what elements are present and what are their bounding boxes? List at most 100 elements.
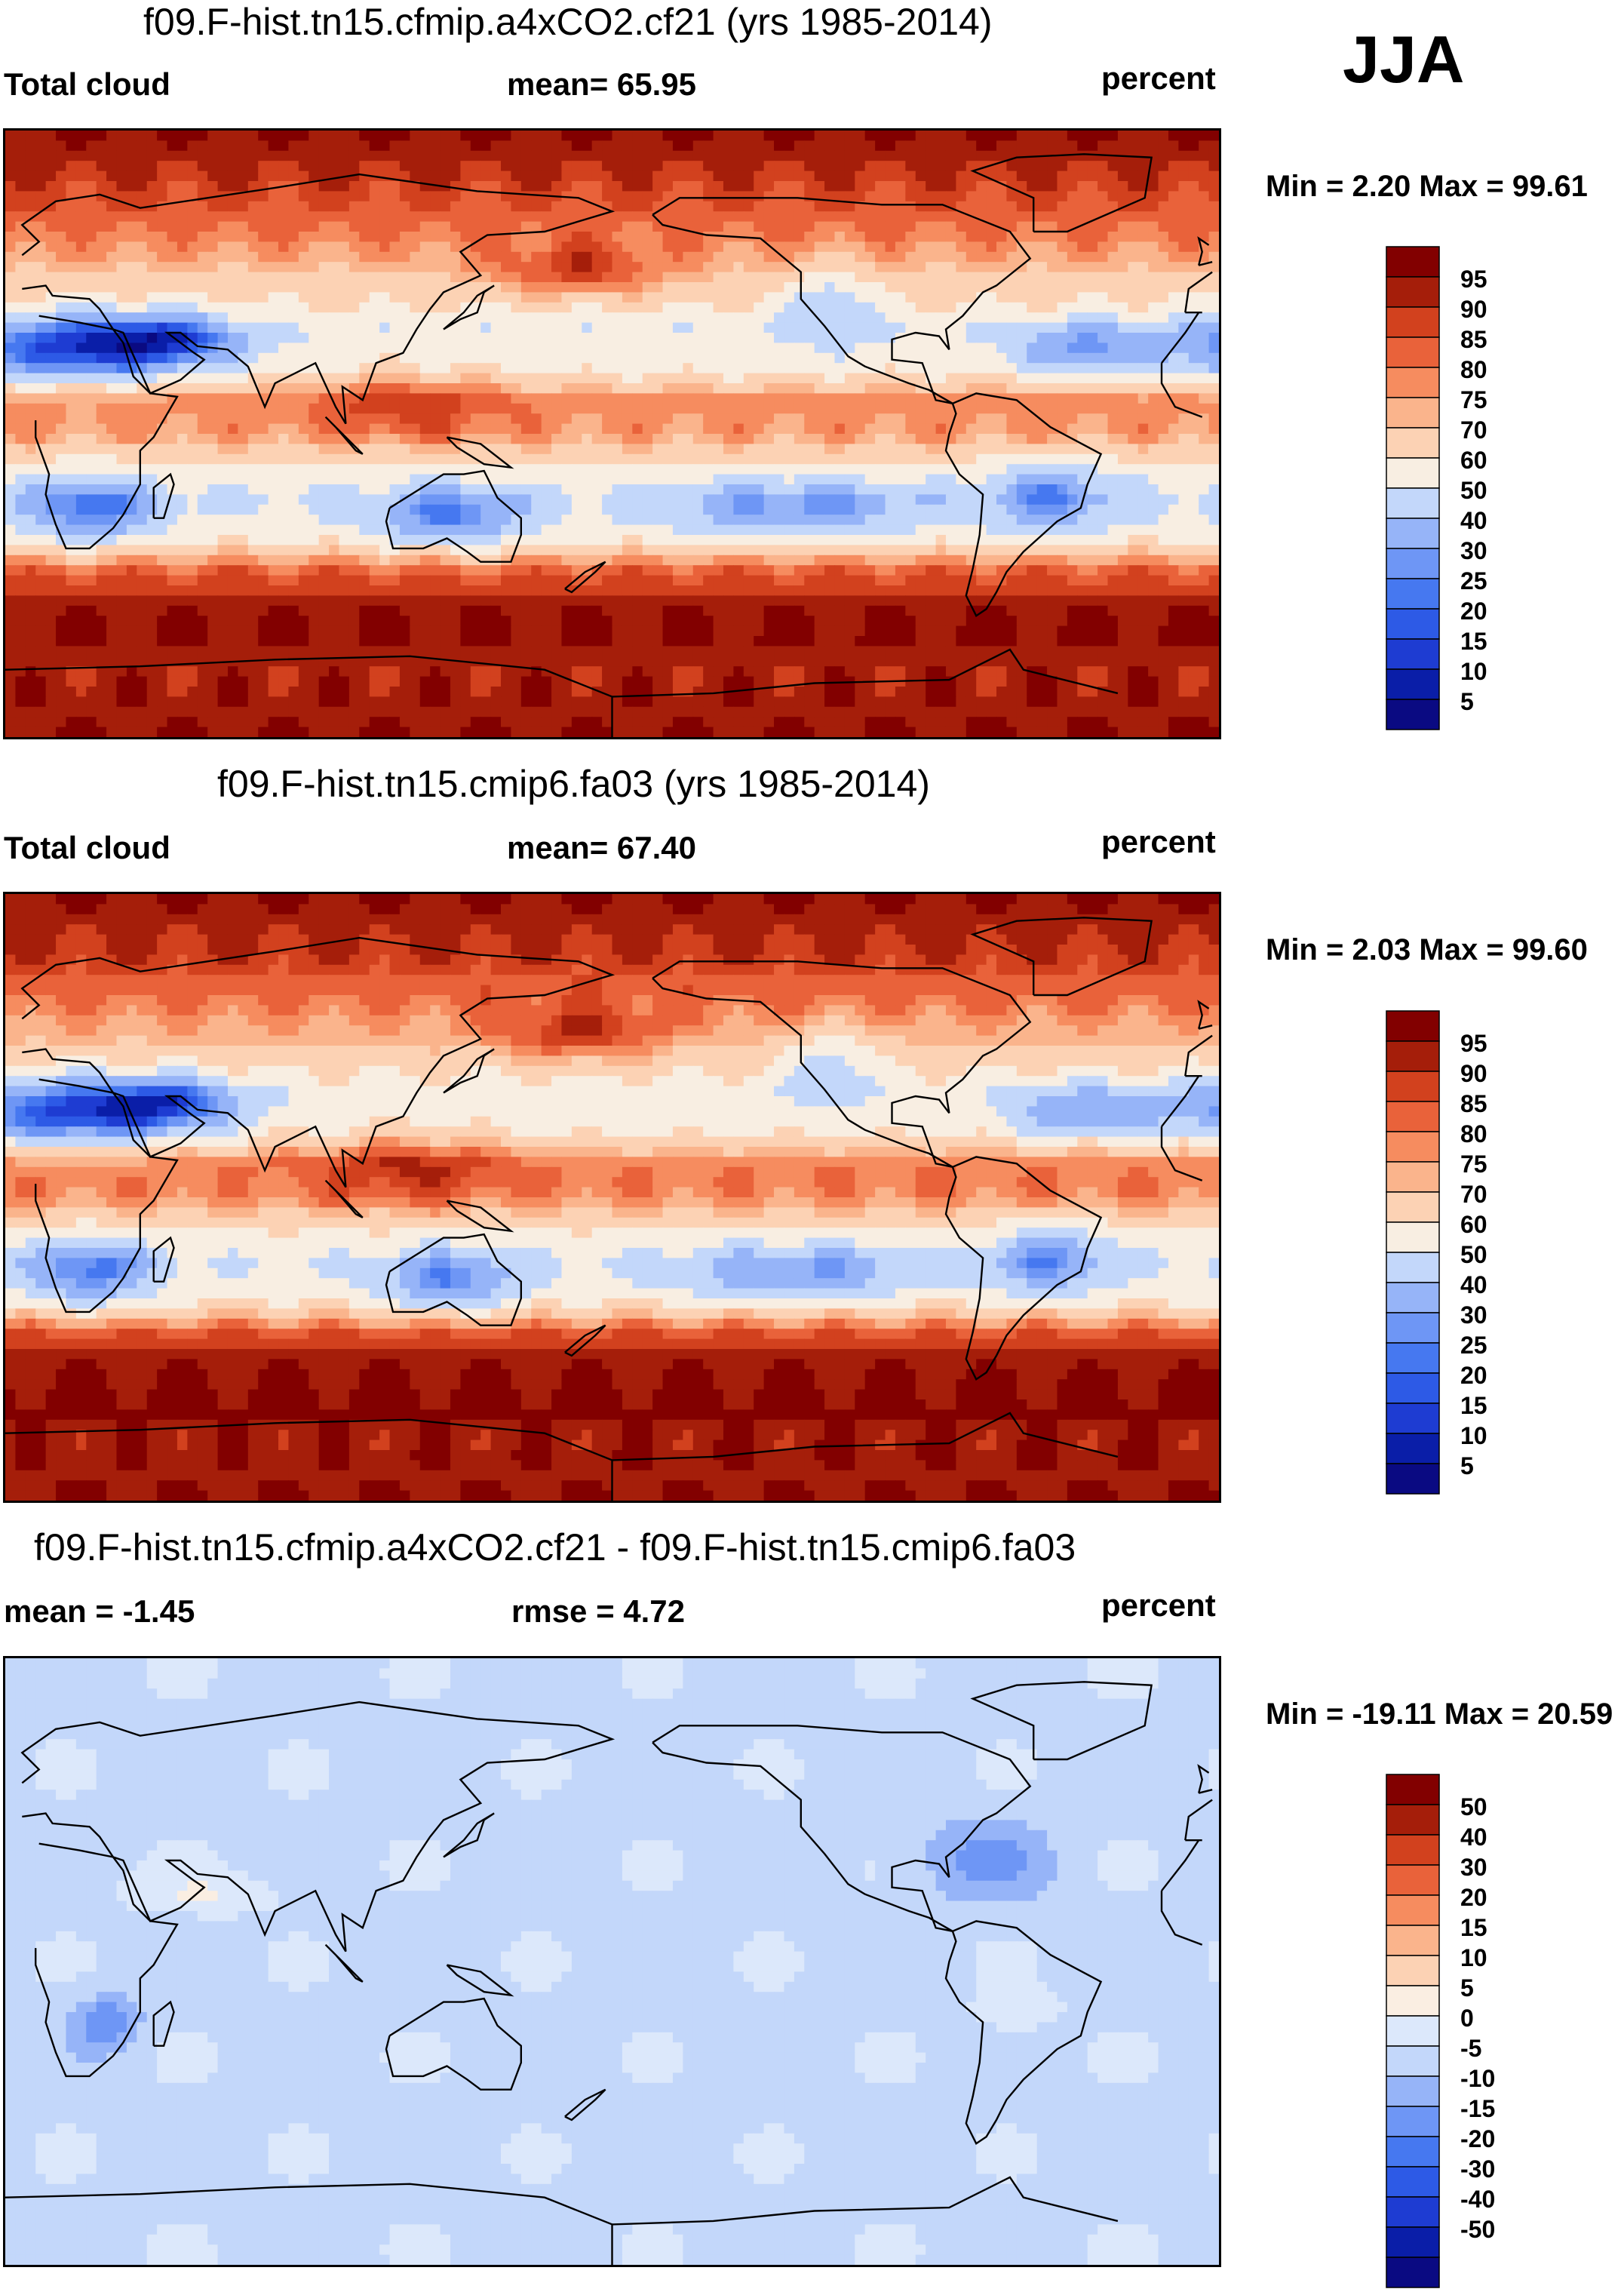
field-cell <box>126 383 137 394</box>
field-cell <box>511 444 522 455</box>
field-cell <box>794 413 805 425</box>
field-cell <box>1087 352 1098 364</box>
field-cell <box>591 241 603 253</box>
field-cell <box>15 343 26 354</box>
field-cell <box>450 161 461 172</box>
field-cell <box>501 434 512 444</box>
field-cell <box>1087 423 1098 435</box>
field-cell <box>602 171 613 182</box>
field-cell <box>824 232 836 242</box>
field-cell <box>278 494 290 505</box>
field-cell <box>1208 535 1219 545</box>
field-cell <box>116 292 127 303</box>
field-cell <box>662 363 674 374</box>
field-cell <box>662 464 674 475</box>
field-cell <box>258 312 269 324</box>
field-cell <box>419 131 431 141</box>
field-cell <box>369 413 380 425</box>
field-cell <box>723 453 734 465</box>
field-cell <box>976 363 987 374</box>
field-cell <box>885 444 896 455</box>
field-cell <box>1199 474 1210 485</box>
field-cell <box>622 363 633 374</box>
field-cell <box>66 413 77 425</box>
field-cell <box>582 444 593 455</box>
field-cell <box>359 453 370 465</box>
field-cell <box>359 282 370 293</box>
field-cell <box>419 211 431 223</box>
field-cell <box>480 515 492 526</box>
field-cell <box>915 444 926 455</box>
field-cell <box>450 373 461 384</box>
field-cell <box>339 333 350 343</box>
field-cell <box>591 363 603 374</box>
field-cell <box>662 241 674 253</box>
field-cell <box>1188 504 1199 515</box>
field-cell <box>25 515 36 526</box>
field-cell <box>1117 251 1128 263</box>
field-cell <box>541 494 552 505</box>
field-cell <box>986 474 997 485</box>
field-cell <box>1208 413 1219 425</box>
field-cell <box>450 191 461 202</box>
field-cell <box>15 302 26 313</box>
field-cell <box>743 393 754 404</box>
field-cell <box>419 413 431 425</box>
field-cell <box>582 221 593 232</box>
field-cell <box>1077 524 1088 536</box>
field-cell <box>1087 494 1098 505</box>
field-cell <box>965 403 977 414</box>
field-cell <box>976 524 987 536</box>
field-cell <box>733 453 744 465</box>
field-cell <box>926 363 937 374</box>
field-cell <box>490 140 502 152</box>
field-cell <box>885 363 896 374</box>
field-cell <box>733 201 744 212</box>
field-cell <box>45 423 57 435</box>
field-cell <box>804 343 815 354</box>
field-cell <box>329 515 340 526</box>
field-cell <box>5 161 17 172</box>
field-cell <box>1158 181 1169 192</box>
field-cell <box>602 333 613 343</box>
field-cell <box>774 221 785 232</box>
field-cell <box>470 262 481 273</box>
field-cell <box>288 181 299 192</box>
field-cell <box>298 201 309 212</box>
field-cell <box>733 241 744 253</box>
field-cell <box>137 524 148 536</box>
field-cell <box>582 464 593 475</box>
field-cell <box>238 241 249 253</box>
field-cell <box>986 292 997 303</box>
field-cell <box>227 444 238 455</box>
field-cell <box>157 140 168 152</box>
field-cell <box>238 504 249 515</box>
field-cell <box>450 343 461 354</box>
field-cell <box>804 383 815 394</box>
field-cell <box>703 262 714 273</box>
field-cell <box>399 484 410 495</box>
field-cell <box>754 464 765 475</box>
field-cell <box>885 302 896 313</box>
field-cell <box>207 383 219 394</box>
field-cell <box>399 282 410 293</box>
field-cell <box>1036 393 1048 404</box>
field-cell <box>754 322 765 333</box>
field-cell <box>440 161 451 172</box>
field-cell <box>470 333 481 343</box>
field-cell <box>622 453 633 465</box>
field-cell <box>622 251 633 263</box>
field-cell <box>1006 191 1018 202</box>
field-cell <box>804 373 815 384</box>
field-cell <box>591 393 603 404</box>
field-cell <box>541 484 552 495</box>
field-cell <box>177 272 188 283</box>
field-cell <box>187 322 198 333</box>
field-cell <box>167 343 178 354</box>
field-cell <box>844 515 855 526</box>
field-cell <box>683 383 694 394</box>
field-cell <box>45 373 57 384</box>
field-cell <box>460 302 471 313</box>
field-cell <box>632 464 643 475</box>
field-cell <box>662 302 674 313</box>
